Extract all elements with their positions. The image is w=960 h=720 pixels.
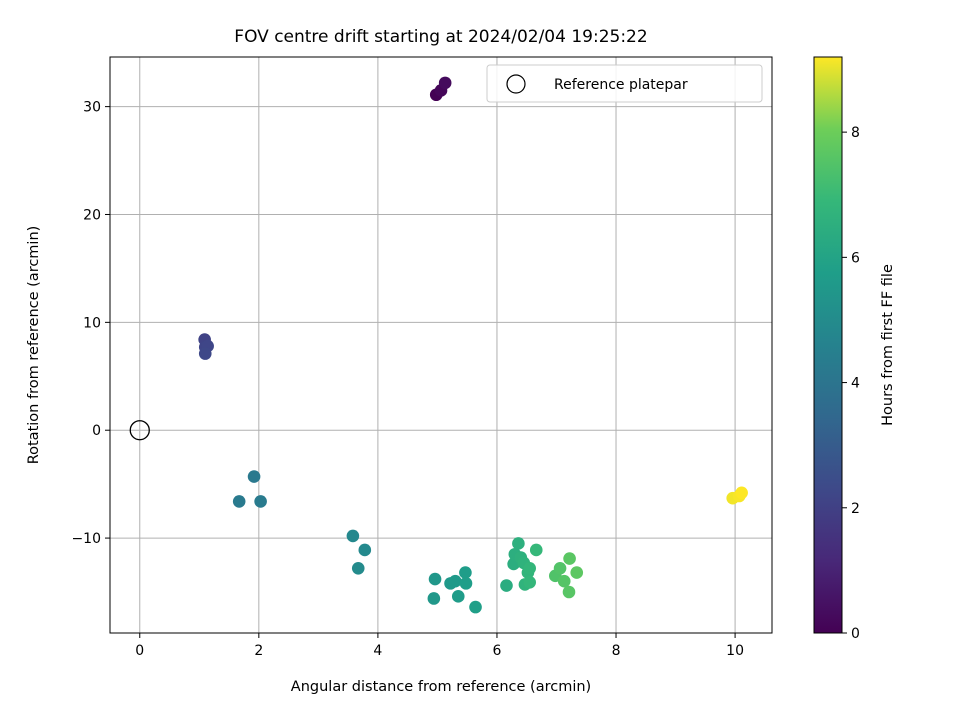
scatter-point: [563, 552, 576, 565]
x-tick-label: 10: [726, 643, 744, 659]
scatter-point: [553, 561, 567, 575]
legend-entry-label: Reference platepar: [554, 77, 688, 93]
reference-marker-layer: [129, 420, 150, 441]
scatter-point: [523, 561, 537, 575]
scatter-point: [451, 590, 465, 603]
x-axis-label: Angular distance from reference (arcmin): [291, 679, 591, 695]
reference-platepar-marker: [129, 420, 150, 441]
colorbar-ticks: 0 2 4 6 8: [842, 125, 860, 642]
legend-box: [486, 64, 763, 103]
scatter-point: [351, 561, 365, 575]
scatter-point: [247, 470, 261, 483]
y-tick-label: 20: [83, 207, 101, 223]
colorbar: 0 2 4 6 8 Hours from first FF file: [813, 56, 896, 642]
scatter-point: [529, 543, 543, 557]
scatter-point: [557, 574, 571, 588]
x-tick-label: 2: [254, 643, 263, 659]
data-points: [198, 76, 748, 614]
legend: Reference platepar: [486, 64, 763, 103]
plot-frame: [109, 56, 773, 634]
scatter-point: [523, 576, 537, 589]
y-axis-ticks: −10 0 10 20 30: [71, 100, 110, 547]
scatter-point: [198, 347, 212, 360]
x-tick-label: 4: [373, 643, 382, 659]
colorbar-gradient: [813, 56, 843, 634]
scatter-point: [459, 566, 472, 579]
y-tick-label: 10: [83, 315, 101, 331]
scatter-point: [512, 537, 525, 550]
scatter-point: [358, 543, 372, 557]
scatter-point: [570, 566, 584, 579]
colorbar-tick-label: 6: [851, 250, 860, 266]
legend-marker-icon: [506, 74, 526, 94]
y-tick-label: 30: [83, 100, 101, 116]
colorbar-label: Hours from first FF file: [880, 264, 896, 426]
chart-title: FOV centre drift starting at 2024/02/04 …: [234, 27, 647, 47]
y-tick-label: 0: [92, 423, 101, 439]
scatter-point: [428, 572, 442, 586]
colorbar-tick-label: 8: [851, 125, 860, 141]
scatter-point: [427, 592, 441, 605]
y-tick-label: −10: [71, 531, 101, 547]
scatter-point: [459, 577, 473, 590]
y-axis-label: Rotation from reference (arcmin): [26, 226, 42, 465]
scatter-point: [254, 495, 267, 508]
x-tick-label: 8: [612, 643, 621, 659]
scatter-point: [500, 579, 513, 592]
scatter-point: [469, 600, 482, 614]
x-tick-label: 0: [135, 643, 144, 659]
colorbar-tick-label: 0: [851, 626, 860, 642]
colorbar-tick-label: 4: [851, 376, 860, 392]
x-axis-ticks: 0 2 4 6 8 10: [135, 633, 744, 659]
scatter-point: [232, 495, 246, 508]
grid-lines: [110, 57, 772, 633]
scatter-point: [448, 574, 462, 588]
scatter-point: [562, 585, 576, 599]
scatter-point: [735, 486, 748, 500]
scatter-point: [346, 529, 360, 543]
scatter-point: [438, 76, 452, 90]
x-tick-label: 6: [492, 643, 501, 659]
colorbar-tick-label: 2: [851, 501, 860, 517]
